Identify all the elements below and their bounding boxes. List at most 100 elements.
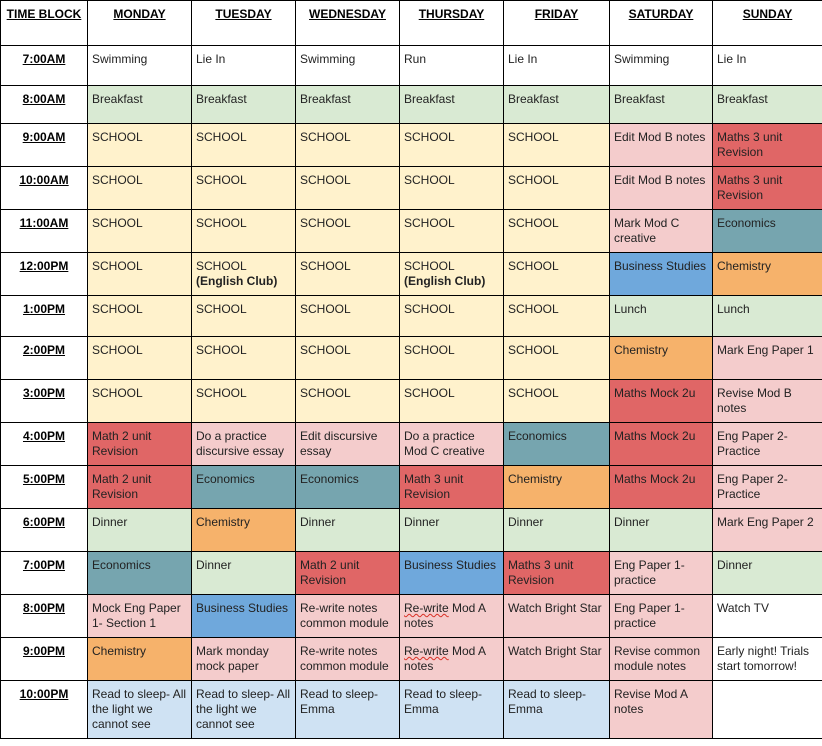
schedule-cell: Eng Paper 2- Practice	[712, 422, 822, 466]
cell-text: SCHOOL	[508, 130, 559, 144]
cell-text: Breakfast	[404, 92, 455, 106]
schedule-cell: Chemistry	[191, 508, 296, 552]
cell-text: SCHOOL	[508, 259, 559, 273]
schedule-cell: Dinner	[712, 551, 822, 595]
table-row: 7:00PM Economics Dinner Math 2 unit Revisio…	[0, 551, 822, 595]
schedule-cell: Math 2 unit Revision	[87, 465, 192, 509]
schedule-cell: SCHOOL (English Club)	[399, 252, 504, 296]
cell-text: Business Studies	[196, 601, 289, 615]
cell-text: Dinner	[92, 515, 128, 529]
time-block-cell: 12:00PM	[0, 252, 88, 296]
schedule-cell: Re-write Mod A notes	[399, 594, 504, 638]
cell-text: Swimming	[614, 52, 670, 66]
cell-text: SCHOOL	[196, 386, 247, 400]
table-row: 2:00PM SCHOOL SCHOOL SCHOOL SCHOOL SCHOOL Chem…	[0, 336, 822, 380]
cell-text: Read to sleep- All the light we cannot s…	[196, 687, 291, 731]
cell-extra-text: (English Club)	[196, 274, 278, 288]
cell-text: SCHOOL	[300, 386, 351, 400]
table-row: 7:00AM Swimming Lie In Swimming Run Lie In Swi…	[0, 45, 822, 86]
schedule-cell: SCHOOL	[503, 123, 610, 167]
schedule-cell: SCHOOL	[191, 295, 296, 337]
schedule-cell: Breakfast	[503, 85, 610, 124]
cell-text: Chemistry	[92, 644, 147, 658]
schedule-cell: SCHOOL	[399, 295, 504, 337]
schedule-cell: Watch TV	[712, 594, 822, 638]
cell-text: Watch TV	[717, 601, 770, 615]
schedule-cell: Run	[399, 45, 504, 86]
schedule-cell: Edit discursive essay	[295, 422, 400, 466]
cell-text: Lie In	[508, 52, 538, 66]
header-friday: FRIDAY	[503, 0, 610, 46]
time-block-cell: 4:00PM	[0, 422, 88, 466]
schedule-cell: SCHOOL	[87, 209, 192, 253]
schedule-cell: Math 2 unit Revision	[295, 551, 400, 595]
cell-text: SCHOOL	[508, 302, 559, 316]
time-block-cell: 8:00AM	[0, 85, 88, 124]
schedule-cell: Lie In	[503, 45, 610, 86]
schedule-cell: Math 2 unit Revision	[87, 422, 192, 466]
schedule-cell: SCHOOL	[87, 379, 192, 423]
schedule-cell: Mark Eng Paper 1	[712, 336, 822, 380]
cell-text: Re-write notes common module	[300, 601, 389, 630]
schedule-cell: Re-write Mod A notes	[399, 637, 504, 681]
schedule-cell: SCHOOL	[191, 123, 296, 167]
schedule-cell: Eng Paper 2- Practice	[712, 465, 822, 509]
cell-text: Economics	[300, 472, 359, 486]
cell-text: Breakfast	[614, 92, 665, 106]
schedule-cell: SCHOOL	[295, 252, 400, 296]
schedule-cell: Business Studies	[191, 594, 296, 638]
schedule-cell: Breakfast	[712, 85, 822, 124]
schedule-cell: SCHOOL	[295, 295, 400, 337]
cell-text: Math 2 unit Revision	[300, 558, 360, 587]
schedule-cell: Maths 3 unit Revision	[712, 123, 822, 167]
cell-text: SCHOOL	[404, 173, 455, 187]
schedule-cell: SCHOOL	[503, 336, 610, 380]
time-block-cell: 9:00AM	[0, 123, 88, 167]
schedule-cell: Maths Mock 2u	[609, 379, 713, 423]
cell-text: SCHOOL	[92, 259, 143, 273]
cell-text: Early night! Trials start tomorrow!	[717, 644, 810, 673]
schedule-cell: Mock Eng Paper 1- Section 1	[87, 594, 192, 638]
table-row: 10:00AM SCHOOL SCHOOL SCHOOL SCHOOL SCHOOL Edi…	[0, 166, 822, 210]
schedule-cell: Business Studies	[399, 551, 504, 595]
cell-text: Maths Mock 2u	[614, 386, 696, 400]
schedule-cell: Chemistry	[609, 336, 713, 380]
cell-text: Re-write notes common module	[300, 644, 389, 673]
header-wednesday: WEDNESDAY	[295, 0, 400, 46]
cell-text: SCHOOL	[92, 130, 143, 144]
cell-text: SCHOOL	[508, 386, 559, 400]
cell-text: SCHOOL	[196, 173, 247, 187]
table-row: 12:00PM SCHOOL SCHOOL (English Club) SCHOOL S…	[0, 252, 822, 296]
schedule-cell: Watch Bright Star	[503, 637, 610, 681]
cell-text: Lie In	[717, 52, 747, 66]
schedule-cell: SCHOOL	[503, 209, 610, 253]
cell-text: Breakfast	[300, 92, 351, 106]
cell-text: Maths Mock 2u	[614, 472, 696, 486]
schedule-cell: SCHOOL	[399, 123, 504, 167]
schedule-cell: Read to sleep- Emma	[503, 680, 610, 739]
cell-text: SCHOOL	[196, 302, 247, 316]
schedule-cell: Dinner	[191, 551, 296, 595]
cell-text: SCHOOL	[404, 259, 455, 273]
cell-text: Breakfast	[508, 92, 559, 106]
cell-text: SCHOOL	[404, 386, 455, 400]
cell-text: Dinner	[614, 515, 650, 529]
schedule-cell: SCHOOL	[503, 379, 610, 423]
cell-text: Edit Mod B notes	[614, 130, 706, 144]
cell-text: SCHOOL	[300, 302, 351, 316]
schedule-cell: Dinner	[399, 508, 504, 552]
schedule-cell: Read to sleep- All the light we cannot s…	[191, 680, 296, 739]
schedule-cell: Mark monday mock paper	[191, 637, 296, 681]
schedule-cell: SCHOOL	[191, 166, 296, 210]
cell-text: SCHOOL	[300, 173, 351, 187]
schedule-cell: Edit Mod B notes	[609, 166, 713, 210]
schedule-cell: Economics	[87, 551, 192, 595]
cell-text: Business Studies	[404, 558, 497, 572]
schedule-cell: Read to sleep- All the light we cannot s…	[87, 680, 192, 739]
cell-text: Maths Mock 2u	[614, 429, 696, 443]
header-row: TIME BLOCK MONDAY TUESDAY WEDNESDAY THURSDAY…	[0, 0, 822, 46]
cell-text: Edit discursive essay	[300, 429, 378, 458]
cell-text: Breakfast	[196, 92, 247, 106]
time-block-cell: 6:00PM	[0, 508, 88, 552]
schedule-cell: SCHOOL	[399, 336, 504, 380]
